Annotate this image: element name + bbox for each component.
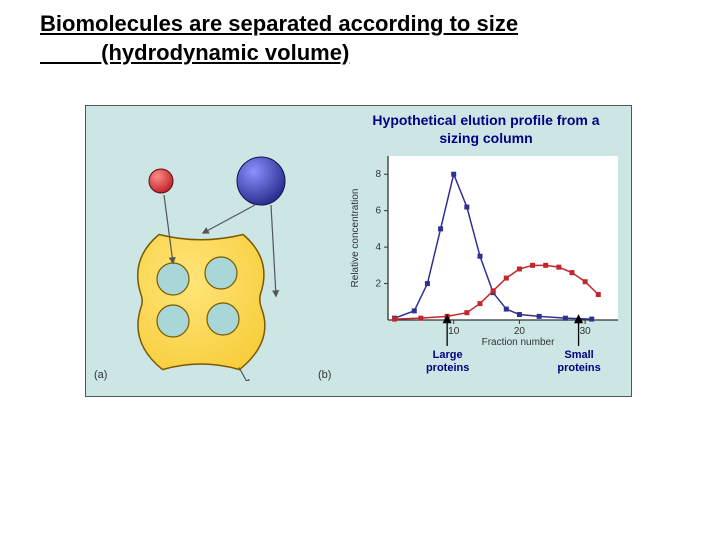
svg-text:4: 4 xyxy=(375,242,381,253)
svg-text:2: 2 xyxy=(375,279,381,290)
panel-b-label: (b) xyxy=(318,369,331,381)
panel-a-label: (a) xyxy=(94,369,107,381)
panel-a-diagram xyxy=(101,151,301,381)
title-line-2: (hydrodynamic volume) xyxy=(101,40,349,65)
svg-text:8: 8 xyxy=(375,169,381,180)
figure-panel: Hypothetical elution profile from a sizi… xyxy=(85,105,632,397)
svg-text:6: 6 xyxy=(375,206,381,217)
slide-title: Biomolecules are separated according to … xyxy=(0,0,720,67)
figure-subtitle: Hypothetical elution profile from a sizi… xyxy=(356,112,616,147)
caption-large-proteins: Largeproteins xyxy=(420,349,475,375)
title-line-1: Biomolecules are separated according to … xyxy=(40,11,518,36)
svg-text:Relative concentration: Relative concentration xyxy=(350,189,361,288)
caption-small-proteins: Smallproteins xyxy=(552,349,607,375)
